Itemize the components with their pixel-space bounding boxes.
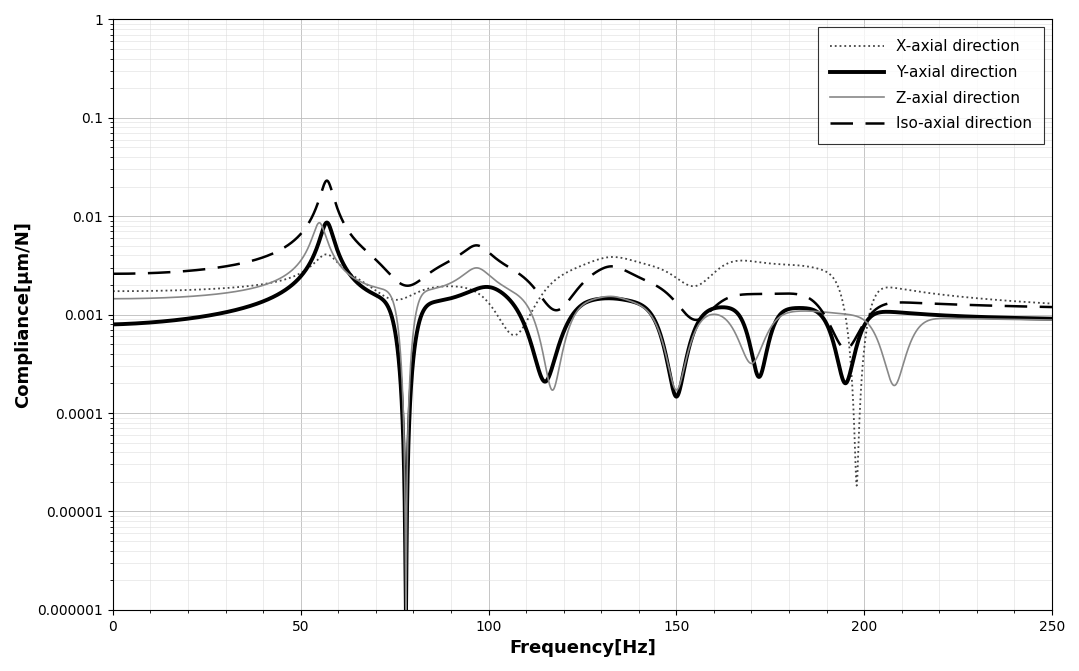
Y-axial direction: [1046, 315, 1058, 323]
Iso-axial direction: [718, 296, 730, 304]
X-axis label: Frequency[Hz]: Frequency[Hz]: [509, 639, 656, 657]
Z-axial direction: [879, 360, 892, 368]
Y-axial direction: [107, 320, 120, 328]
Iso-axial direction: [1046, 303, 1058, 311]
Legend: X-axial direction, Y-axial direction, Z-axial direction, Iso-axial direction: X-axial direction, Y-axial direction, Z-…: [818, 27, 1044, 144]
X-axial direction: [879, 284, 892, 292]
X-axial direction: [807, 264, 820, 272]
Z-axial direction: [107, 295, 120, 303]
Y-axial direction: [277, 287, 290, 295]
Iso-axial direction: [879, 301, 892, 309]
Z-axial direction: [466, 265, 479, 273]
Iso-axial direction: [320, 176, 333, 185]
Z-axial direction: [277, 272, 290, 280]
Line: Z-axial direction: Z-axial direction: [113, 223, 1052, 613]
Y-axis label: Compliance[μm/N]: Compliance[μm/N]: [14, 221, 32, 408]
Z-axial direction: [1046, 316, 1058, 324]
Z-axial direction: [399, 609, 412, 617]
Y-axial direction: [399, 614, 412, 622]
Y-axial direction: [807, 306, 820, 314]
Z-axial direction: [313, 219, 326, 227]
Iso-axial direction: [107, 270, 120, 278]
Y-axial direction: [879, 308, 892, 316]
Y-axial direction: [718, 303, 730, 311]
Iso-axial direction: [670, 299, 683, 307]
X-axial direction: [850, 482, 863, 490]
Iso-axial direction: [465, 242, 478, 250]
X-axial direction: [718, 261, 730, 269]
Y-axial direction: [670, 393, 683, 401]
Y-axial direction: [320, 219, 333, 227]
Line: X-axial direction: X-axial direction: [113, 254, 1052, 486]
X-axial direction: [465, 286, 478, 294]
Line: Y-axial direction: Y-axial direction: [113, 223, 1052, 618]
Y-axial direction: [466, 287, 479, 295]
Z-axial direction: [718, 314, 730, 322]
Iso-axial direction: [277, 244, 290, 252]
X-axial direction: [107, 287, 120, 295]
X-axial direction: [1046, 299, 1058, 307]
Z-axial direction: [670, 386, 683, 394]
X-axial direction: [320, 250, 333, 258]
Iso-axial direction: [807, 298, 820, 306]
X-axial direction: [277, 276, 290, 284]
Z-axial direction: [807, 307, 820, 315]
X-axial direction: [670, 274, 683, 282]
Iso-axial direction: [839, 345, 852, 353]
Line: Iso-axial direction: Iso-axial direction: [113, 180, 1052, 349]
